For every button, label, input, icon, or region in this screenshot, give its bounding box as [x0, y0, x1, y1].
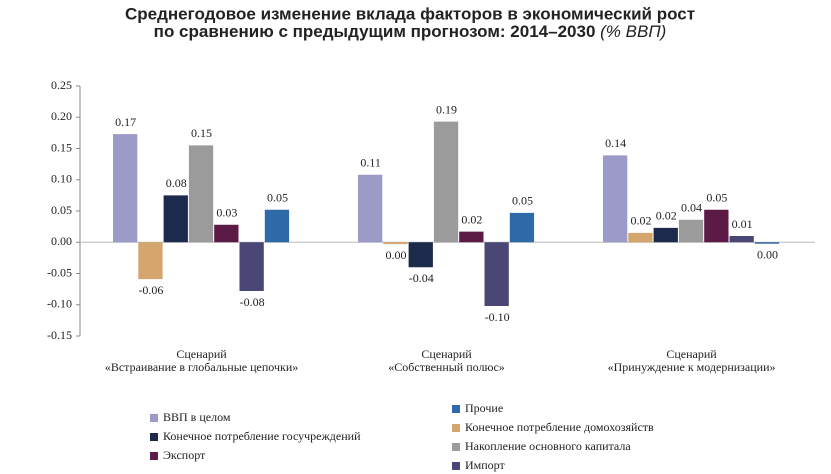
value-label: 0.03	[216, 206, 237, 220]
value-label: 0.19	[436, 102, 457, 116]
y-tick-label: 0.15	[51, 140, 72, 154]
legend-swatch	[452, 462, 460, 470]
legend-label: Накопление основного капитала	[465, 439, 631, 453]
bar	[433, 121, 459, 243]
value-label: -0.10	[485, 310, 510, 324]
value-label: -0.04	[409, 271, 434, 285]
bar	[459, 231, 484, 243]
bar	[704, 209, 729, 243]
legend-label: ВВП в целом	[163, 410, 231, 424]
bar	[678, 219, 704, 243]
bar	[358, 174, 383, 243]
x-tick-label: Сценарий	[666, 347, 717, 361]
value-label: 0.05	[706, 191, 727, 205]
legend-label: Конечное потребление госучреждений	[163, 429, 361, 443]
legend-swatch	[150, 452, 158, 460]
value-label: 0.02	[461, 212, 482, 226]
legend-swatch	[452, 443, 460, 451]
legend-swatch	[452, 424, 460, 432]
bar	[484, 242, 509, 306]
legend-label: Экспорт	[163, 448, 206, 462]
y-tick-label: 0.20	[51, 109, 72, 123]
chart-unit: (% ВВП)	[600, 22, 666, 41]
bar	[264, 209, 290, 243]
bar	[653, 227, 678, 243]
y-tick-label: -0.10	[47, 297, 72, 311]
bar	[163, 195, 188, 243]
bar	[239, 242, 264, 291]
x-tick-label: Сценарий	[176, 347, 227, 361]
y-tick-label: -0.15	[47, 328, 72, 342]
chart-title: Среднегодовое изменение вклада факторов …	[125, 4, 695, 23]
y-tick-label: 0.25	[51, 78, 72, 92]
value-label: 0.00	[757, 247, 778, 261]
value-label: 0.05	[267, 191, 288, 205]
x-tick-label: «Собственный полюс»	[388, 360, 504, 374]
value-label: 0.17	[115, 115, 136, 129]
legend-label: Конечное потребление домохозяйств	[465, 420, 654, 434]
y-tick-label: -0.05	[47, 265, 72, 279]
legend-label: Импорт	[465, 458, 506, 472]
value-label: -0.06	[138, 283, 163, 297]
chart-title: по сравнению с предыдущим прогнозом: 201…	[154, 22, 667, 41]
value-label: 0.01	[732, 217, 753, 231]
value-label: 0.00	[385, 248, 406, 262]
y-tick-label: 0.05	[51, 203, 72, 217]
bar	[754, 242, 780, 244]
bar	[138, 242, 163, 280]
value-label: -0.08	[240, 295, 265, 309]
bar	[113, 134, 138, 243]
x-tick-label: «Встраивание в глобальные цепочки»	[105, 360, 298, 374]
bar	[214, 224, 239, 243]
bar	[188, 145, 214, 243]
value-label: 0.15	[191, 126, 212, 140]
legend-label: Прочие	[465, 401, 503, 415]
value-label: 0.04	[681, 201, 702, 215]
value-label: 0.05	[512, 194, 533, 208]
bar	[408, 242, 433, 268]
chart-title: по сравнению с предыдущим прогнозом: 201…	[154, 22, 596, 41]
value-label: 0.11	[360, 156, 381, 170]
value-label: 0.02	[630, 214, 651, 228]
value-label: 0.08	[166, 176, 187, 190]
x-tick-label: Сценарий	[421, 347, 472, 361]
bar	[603, 155, 628, 243]
legend-swatch	[150, 414, 158, 422]
value-label: 0.14	[605, 136, 626, 150]
y-tick-label: 0.00	[51, 234, 72, 248]
bar	[509, 212, 535, 243]
bar	[729, 236, 754, 243]
x-tick-label: «Принуждение к модернизации»	[608, 360, 776, 374]
bar	[628, 232, 653, 243]
legend-swatch	[452, 405, 460, 413]
value-label: 0.02	[656, 209, 677, 223]
y-tick-label: 0.10	[51, 172, 72, 186]
bar	[383, 242, 408, 245]
legend-swatch	[150, 433, 158, 441]
